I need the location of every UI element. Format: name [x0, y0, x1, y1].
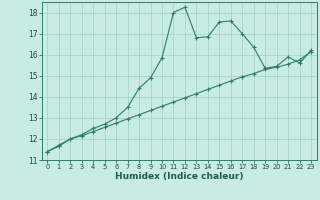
X-axis label: Humidex (Indice chaleur): Humidex (Indice chaleur) [115, 172, 244, 181]
